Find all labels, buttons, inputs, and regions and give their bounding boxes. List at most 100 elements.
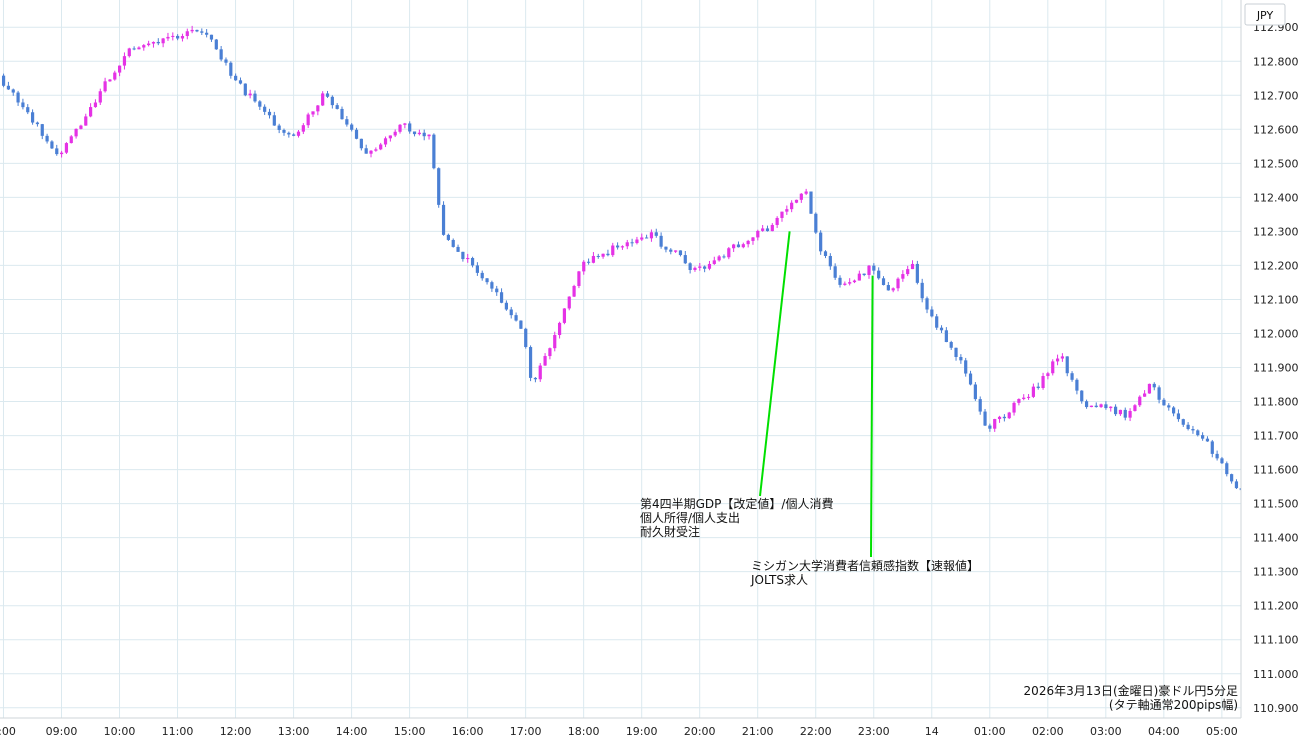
candle-body <box>1109 406 1113 409</box>
annotation-text-line: 耐久財受注 <box>640 524 700 539</box>
candle-body <box>1138 396 1142 406</box>
candle <box>896 277 900 292</box>
candle <box>703 265 707 273</box>
price-tick-label: 112.200 <box>1253 259 1299 272</box>
candle <box>190 25 194 34</box>
candle <box>335 103 339 110</box>
candle <box>901 270 905 282</box>
candle <box>732 243 736 252</box>
candle <box>108 79 112 82</box>
candle <box>98 88 102 105</box>
candle <box>316 104 320 116</box>
candle-body <box>761 228 765 231</box>
candle-body <box>1036 386 1040 388</box>
candle <box>659 232 663 249</box>
candle-body <box>746 240 750 245</box>
candle <box>1002 414 1006 422</box>
candle-body <box>383 138 388 145</box>
candle-body <box>514 315 518 321</box>
candle <box>790 200 794 213</box>
candle-body <box>577 271 581 286</box>
candle <box>113 70 117 81</box>
candle <box>1070 371 1074 382</box>
candle-body <box>1128 410 1132 418</box>
candle-body <box>814 213 818 233</box>
candle <box>857 270 861 281</box>
time-tick-label: 23:00 <box>858 725 890 738</box>
candle <box>466 253 470 263</box>
candle <box>688 262 692 274</box>
candle-body <box>1084 401 1089 408</box>
price-tick-label: 111.400 <box>1253 532 1299 545</box>
candle-body <box>1022 397 1026 400</box>
candle <box>1205 436 1210 442</box>
candle <box>1089 405 1094 408</box>
chart-caption: 2026年3月13日(金曜日)豪ドル円5分足 (タテ軸通常200pips幅) <box>1024 683 1238 712</box>
candle-body <box>292 134 296 136</box>
candle <box>1133 404 1137 412</box>
candle-body <box>335 105 339 109</box>
candle <box>1128 408 1132 422</box>
candle <box>635 236 639 245</box>
currency-badge[interactable]: JPY <box>1244 3 1286 26</box>
candle-body <box>915 263 919 283</box>
candle-body <box>456 246 460 252</box>
candle <box>403 122 407 129</box>
candle-body <box>1176 413 1181 420</box>
candle <box>253 90 257 103</box>
candle <box>470 256 475 268</box>
candle-body <box>1205 438 1210 442</box>
candle <box>1084 399 1089 409</box>
candle <box>920 278 924 303</box>
candle <box>906 265 910 277</box>
price-tick-label: 111.000 <box>1253 668 1299 681</box>
candle-body <box>151 41 156 44</box>
candle-body <box>195 29 199 32</box>
candle-body <box>920 282 924 299</box>
candle-body <box>224 59 228 63</box>
time-tick-label: 13:00 <box>278 725 310 738</box>
candle <box>132 46 136 51</box>
candle <box>1172 406 1176 417</box>
candle-body <box>219 49 223 60</box>
time-tick-label: 09:00 <box>46 725 78 738</box>
candle <box>325 90 330 98</box>
candle <box>456 244 460 252</box>
time-tick-label: 01:00 <box>974 725 1006 738</box>
candle-body <box>446 234 450 240</box>
candle <box>746 239 750 248</box>
candle-body <box>1133 405 1137 411</box>
candle-body <box>654 232 658 236</box>
candle-body <box>1152 383 1156 388</box>
candle-body <box>698 266 702 268</box>
candle <box>717 254 721 262</box>
candle-body <box>1099 404 1103 408</box>
candle-body <box>1118 409 1123 415</box>
candle <box>1060 353 1065 362</box>
candle-body <box>325 93 330 97</box>
candle-body <box>108 79 112 82</box>
candle-body <box>26 107 30 113</box>
candle <box>156 38 160 46</box>
candle-body <box>55 148 59 155</box>
time-tick-label: 15:00 <box>394 725 426 738</box>
candle-body <box>98 91 102 103</box>
candle-body <box>1031 386 1035 397</box>
candle-body <box>504 302 508 310</box>
candle-body <box>84 116 88 126</box>
candle <box>586 258 591 265</box>
candle-body <box>954 347 958 357</box>
candle <box>1080 390 1084 404</box>
candle <box>40 123 44 140</box>
candle <box>200 28 204 36</box>
candle-body <box>156 41 160 44</box>
candle-body <box>258 101 262 107</box>
candle-body <box>543 356 547 366</box>
candle-body <box>369 150 373 154</box>
candle <box>533 377 538 383</box>
candle <box>412 131 417 137</box>
candle-body <box>901 274 905 279</box>
candle-body <box>601 253 605 257</box>
candle-body <box>1026 396 1031 398</box>
candle-body <box>89 107 93 117</box>
